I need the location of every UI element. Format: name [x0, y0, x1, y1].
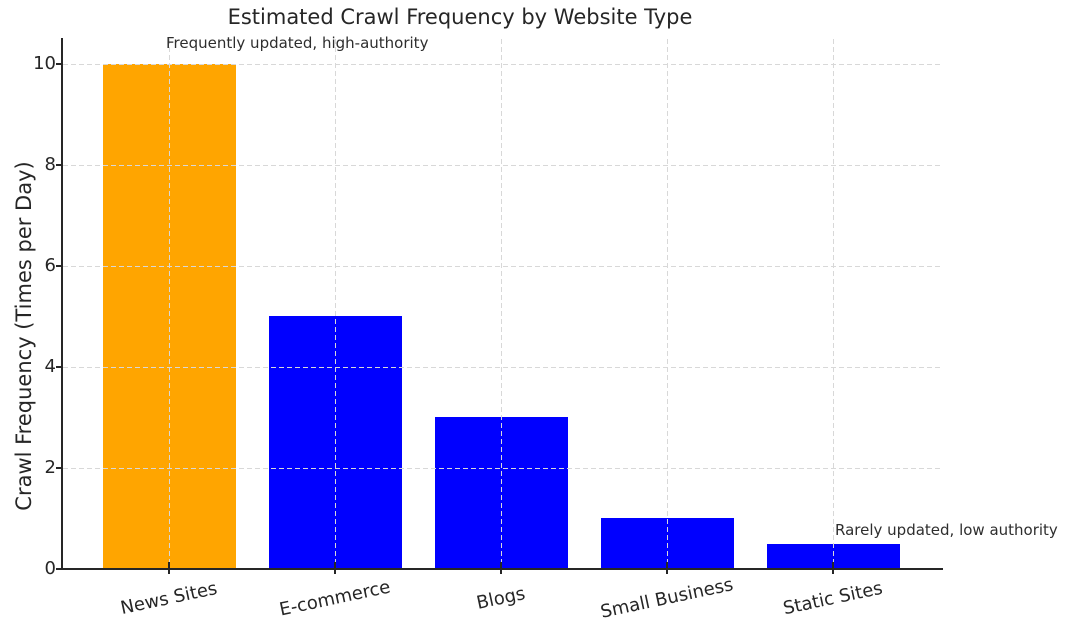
annotation-low-authority: Rarely updated, low authority	[835, 521, 1058, 539]
x-tick-mark-static-sites	[832, 562, 834, 574]
gridline-x-e-commerce	[335, 39, 336, 569]
gridline-y-8	[63, 165, 941, 166]
y-axis-spine	[61, 38, 63, 570]
y-tick-mark-4	[56, 366, 63, 368]
y-tick-label-0: 0	[44, 558, 56, 579]
y-tick-label-6: 6	[44, 255, 56, 276]
y-tick-label-2: 2	[44, 457, 56, 478]
y-tick-mark-10	[56, 63, 63, 65]
annotation-high-authority: Frequently updated, high-authority	[166, 34, 429, 52]
x-axis-spine	[61, 568, 943, 570]
x-tick-mark-blogs	[500, 562, 502, 574]
gridline-y-4	[63, 367, 941, 368]
gridline-y-10	[63, 64, 941, 65]
plot-area: 0 2 4 6 8 10	[33, 38, 943, 578]
y-tick-label-8: 8	[44, 154, 56, 175]
x-tick-mark-small-business	[666, 562, 668, 574]
gridline-x-blogs	[501, 39, 502, 569]
y-tick-mark-8	[56, 164, 63, 166]
y-tick-mark-6	[56, 265, 63, 267]
y-tick-mark-2	[56, 467, 63, 469]
x-tick-mark-e-commerce	[334, 562, 336, 574]
x-tick-mark-news-sites	[168, 562, 170, 574]
chart-title: Estimated Crawl Frequency by Website Typ…	[227, 5, 693, 29]
y-tick-mark-0	[56, 568, 63, 570]
y-tick-label-4: 4	[44, 356, 56, 377]
gridline-x-small-business	[667, 39, 668, 569]
gridline-y-6	[63, 266, 941, 267]
gridline-y-2	[63, 468, 941, 469]
y-tick-label-10: 10	[33, 53, 56, 74]
gridline-x-news-sites	[169, 39, 170, 569]
gridline-x-static-sites	[833, 39, 834, 569]
